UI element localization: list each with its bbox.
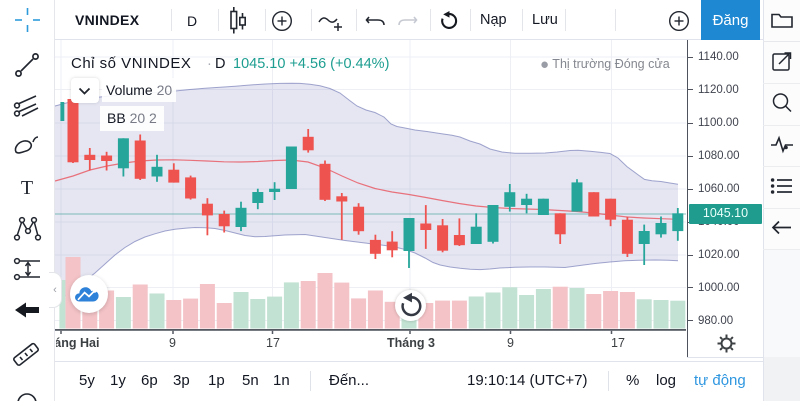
svg-text:T: T [21, 177, 33, 199]
